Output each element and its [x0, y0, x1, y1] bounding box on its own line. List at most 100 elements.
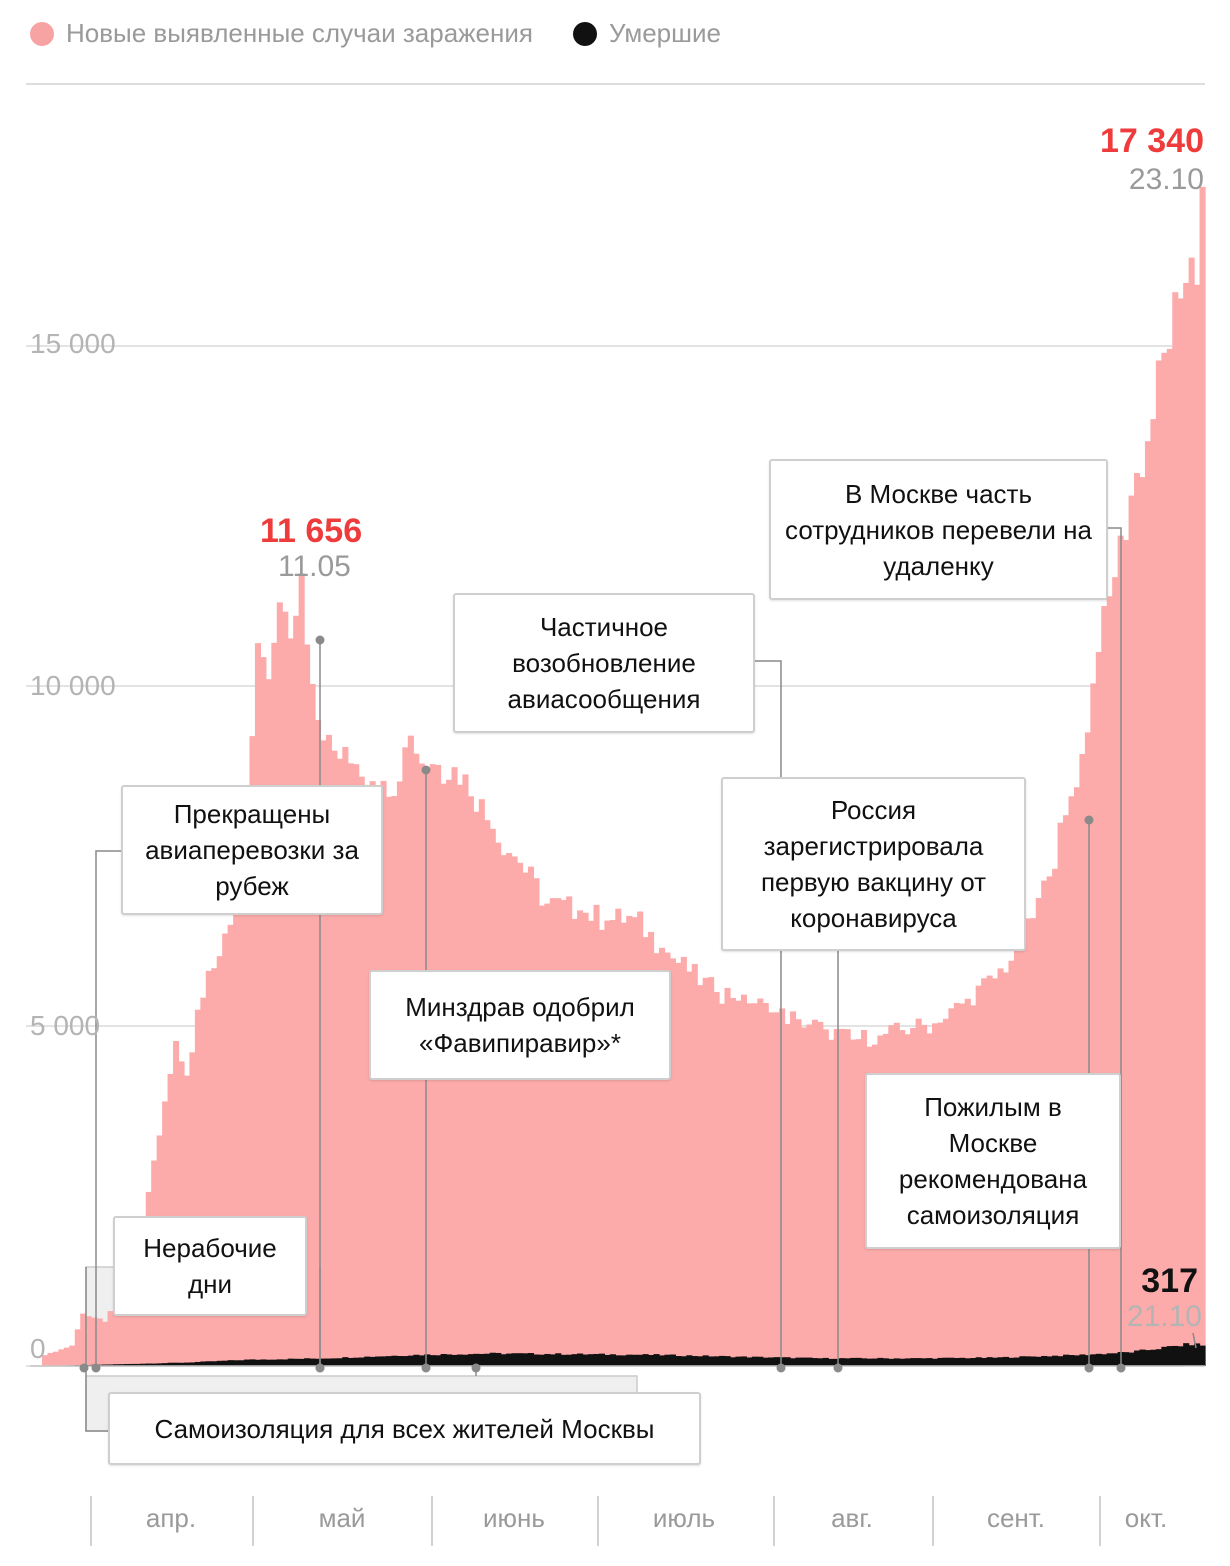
deaths-bar: [162, 1363, 169, 1366]
deaths-bar: [413, 1354, 420, 1366]
deaths-bar: [435, 1355, 442, 1366]
cases-bar: [1177, 298, 1184, 1366]
cases-bar: [1134, 473, 1141, 1366]
cases-bar: [336, 758, 343, 1366]
cases-bar: [47, 1352, 54, 1366]
deaths-bar: [855, 1357, 862, 1366]
deaths-bar: [527, 1353, 535, 1366]
cases-bar: [1090, 683, 1097, 1366]
deaths-bar: [757, 1356, 764, 1366]
deaths-bar: [970, 1358, 977, 1366]
cases-bar: [249, 736, 256, 1366]
cases-bar: [773, 1012, 780, 1366]
deaths-bar: [658, 1355, 666, 1366]
cases-bar: [194, 1009, 201, 1366]
deaths-bar: [484, 1353, 491, 1366]
ytick-label: 10 000: [30, 670, 116, 701]
deaths-bar: [189, 1362, 196, 1366]
deaths-bar: [560, 1354, 567, 1366]
deaths-bar: [402, 1356, 409, 1366]
deaths-bar: [446, 1354, 453, 1366]
cases-bar: [222, 933, 229, 1366]
deaths-bar: [642, 1354, 649, 1366]
cases-bar: [653, 953, 660, 1366]
deaths-bar: [1035, 1356, 1042, 1366]
month-label: окт.: [1124, 1503, 1168, 1533]
deaths-bar: [784, 1357, 791, 1366]
deaths-bar: [893, 1358, 900, 1366]
cases-bar: [822, 1029, 829, 1366]
cases-bar: [1112, 577, 1119, 1366]
callout-nonworking-days: Нерабочие дни: [113, 1216, 307, 1316]
deaths-bar: [871, 1358, 878, 1366]
deaths-bar: [729, 1357, 737, 1366]
deaths-bar: [806, 1357, 813, 1366]
cases-bar: [571, 918, 578, 1366]
deaths-bar: [1057, 1356, 1064, 1366]
cases-bar: [320, 740, 327, 1366]
deaths-bar: [1188, 1345, 1195, 1366]
cases-bar: [719, 1003, 726, 1366]
cases-bar: [746, 1003, 753, 1366]
cases-bar: [506, 853, 513, 1366]
cases-bar: [473, 811, 480, 1366]
cases-bar: [287, 638, 294, 1366]
deaths-bar: [986, 1357, 993, 1366]
deaths-bar: [828, 1358, 835, 1366]
cases-bar: [211, 968, 218, 1366]
cases-bar: [331, 750, 338, 1366]
deaths-bar: [342, 1357, 349, 1366]
deaths-bar: [1052, 1355, 1059, 1366]
deaths-bar: [588, 1354, 595, 1366]
deaths-bar: [1090, 1354, 1097, 1366]
month-label: апр.: [145, 1503, 197, 1533]
cases-bar: [790, 1011, 797, 1366]
deaths-bar: [1013, 1357, 1020, 1366]
deaths-bar: [440, 1353, 447, 1366]
cases-bar: [484, 820, 491, 1366]
cases-bar: [615, 908, 622, 1366]
deaths-bar: [293, 1358, 300, 1366]
cases-bar: [757, 998, 764, 1366]
callout-self-isolation: Самоизоляция для всех жителей Москвы: [108, 1392, 701, 1465]
deaths-bar: [882, 1358, 889, 1366]
deaths-bar: [238, 1360, 245, 1366]
cases-bar: [342, 747, 349, 1366]
deaths-bar: [1166, 1346, 1173, 1366]
deaths-bar: [669, 1354, 676, 1366]
deaths-bar: [424, 1354, 431, 1366]
connector-dot: [1116, 1363, 1126, 1373]
cases-bar: [282, 611, 289, 1366]
cases-bar: [582, 912, 589, 1366]
deaths-bar: [713, 1356, 720, 1366]
deaths-bar: [112, 1364, 120, 1366]
cases-bar: [347, 763, 354, 1366]
cases-bar: [735, 1000, 742, 1366]
deaths-bar: [260, 1359, 267, 1366]
deaths-bar: [123, 1364, 130, 1366]
cases-bar: [686, 971, 693, 1366]
deaths-bar: [1155, 1349, 1162, 1366]
month-label: май: [318, 1503, 366, 1533]
legend-item-cases: Новые выявленные случаи заражения: [30, 18, 533, 49]
deaths-bar: [1123, 1352, 1130, 1366]
cases-bar: [626, 915, 633, 1366]
deaths-bar: [937, 1357, 944, 1366]
cases-bar: [544, 903, 551, 1366]
cases-bar: [91, 1317, 98, 1366]
deaths-bar: [691, 1356, 698, 1366]
legend-item-deaths: Умершие: [572, 18, 721, 49]
deaths-bar: [822, 1357, 829, 1366]
cases-bar: [577, 910, 584, 1366]
cases-bar: [478, 799, 485, 1366]
cases-bar: [604, 920, 611, 1366]
callout-remote-work: В Москве часть сотрудников перевели на у…: [769, 459, 1108, 600]
deaths-bar: [1128, 1352, 1135, 1366]
deaths-bar: [648, 1355, 655, 1366]
deaths-bar: [1194, 1343, 1201, 1366]
cases-bar: [391, 795, 398, 1366]
cases-bar: [96, 1318, 103, 1366]
deaths-bar: [358, 1357, 365, 1366]
deaths-bar: [577, 1353, 584, 1366]
deaths-bar: [740, 1356, 747, 1366]
